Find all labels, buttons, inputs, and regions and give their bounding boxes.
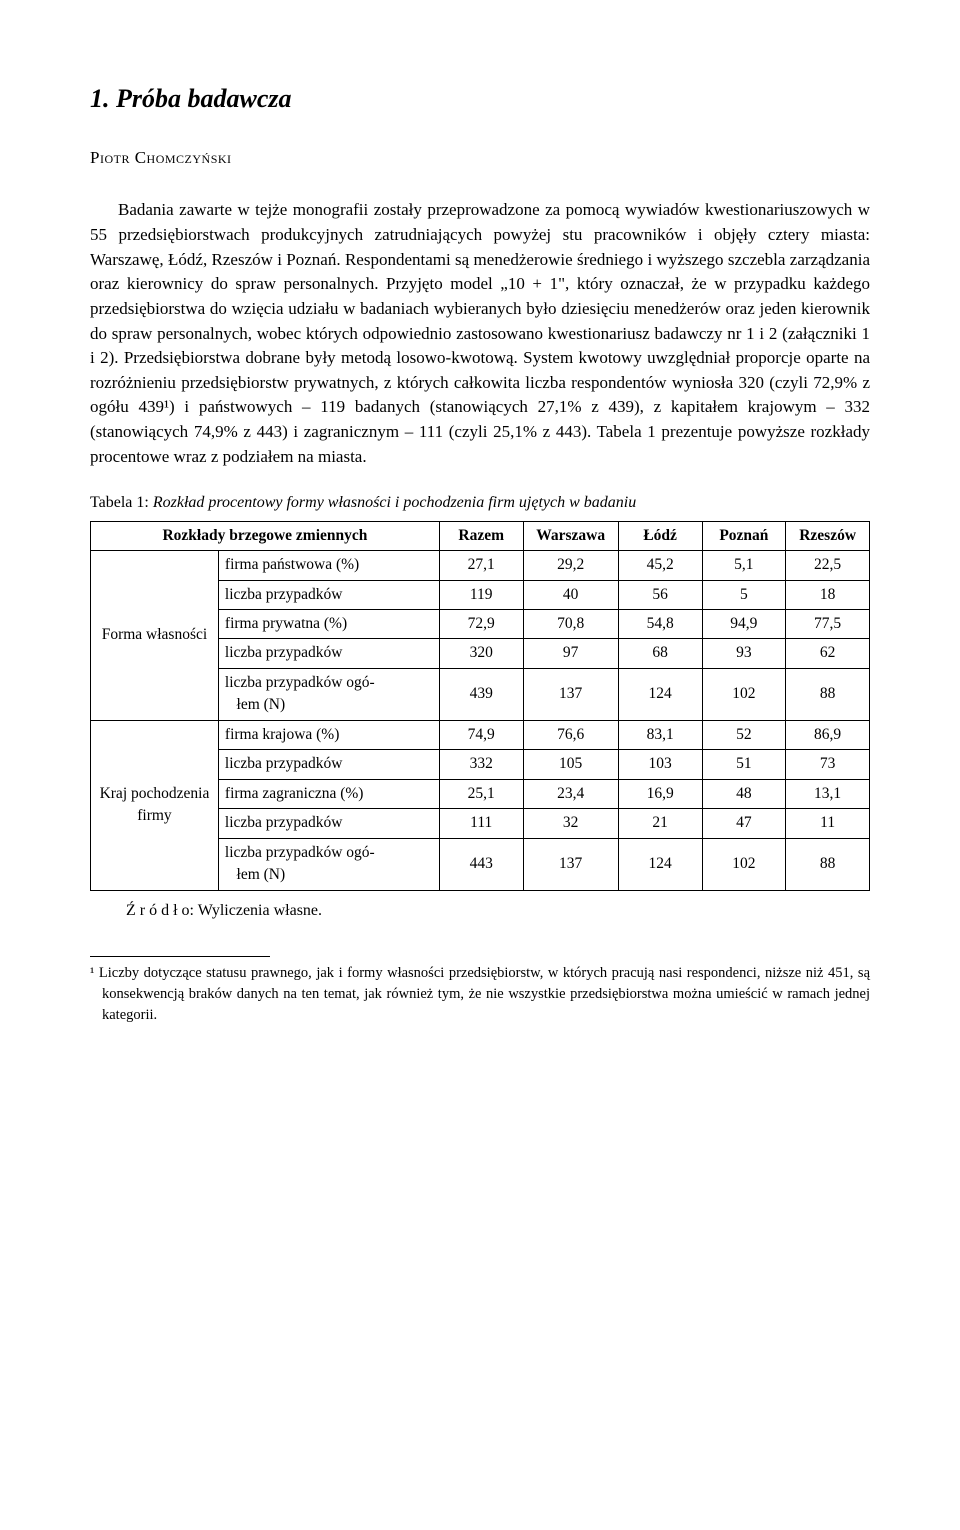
table-cell: 23,4 [523, 779, 618, 808]
table-cell: 76,6 [523, 720, 618, 749]
table-cell: 83,1 [618, 720, 702, 749]
variable-name: liczba przypadków [218, 639, 439, 668]
table-source: Ź r ó d ł o: Wyliczenia własne. [126, 899, 870, 922]
table-cell: 93 [702, 639, 786, 668]
table-cell: 51 [702, 750, 786, 779]
table-caption-body: Rozkład procentowy formy własności i poc… [153, 494, 636, 511]
body-paragraph: Badania zawarte w tejże monografii zosta… [90, 198, 870, 469]
variable-name: firma państwowa (%) [218, 551, 439, 580]
header-warszawa: Warszawa [523, 521, 618, 550]
variable-name: liczba przypadków [218, 809, 439, 838]
table-cell: 439 [439, 668, 523, 720]
table-cell: 21 [618, 809, 702, 838]
table-cell: 119 [439, 580, 523, 609]
table-cell: 5,1 [702, 551, 786, 580]
header-lodz: Łódź [618, 521, 702, 550]
variable-name: firma krajowa (%) [218, 720, 439, 749]
table-cell: 22,5 [786, 551, 870, 580]
table-row: Kraj pochodzenia firmyfirma krajowa (%)7… [91, 720, 870, 749]
table-cell: 40 [523, 580, 618, 609]
data-table: Rozkłady brzegowe zmiennych Razem Warsza… [90, 521, 870, 891]
table-cell: 102 [702, 838, 786, 890]
table-cell: 94,9 [702, 609, 786, 638]
table-cell: 103 [618, 750, 702, 779]
table-cell: 72,9 [439, 609, 523, 638]
table-cell: 320 [439, 639, 523, 668]
table-cell: 25,1 [439, 779, 523, 808]
footnote-rule [90, 956, 270, 957]
table-cell: 137 [523, 838, 618, 890]
table-cell: 124 [618, 838, 702, 890]
table-caption: Tabela 1: Rozkład procentowy formy własn… [90, 491, 870, 514]
table-row: Forma własnościfirma państwowa (%)27,129… [91, 551, 870, 580]
table-cell: 52 [702, 720, 786, 749]
table-cell: 47 [702, 809, 786, 838]
header-rzeszow: Rzeszów [786, 521, 870, 550]
variable-name: liczba przypadków ogó- łem (N) [218, 838, 439, 890]
variable-name: firma prywatna (%) [218, 609, 439, 638]
table-cell: 68 [618, 639, 702, 668]
table-cell: 86,9 [786, 720, 870, 749]
variable-name: liczba przypadków ogó- łem (N) [218, 668, 439, 720]
table-cell: 62 [786, 639, 870, 668]
table-cell: 54,8 [618, 609, 702, 638]
header-poznan: Poznań [702, 521, 786, 550]
table-cell: 11 [786, 809, 870, 838]
table-cell: 29,2 [523, 551, 618, 580]
table-cell: 111 [439, 809, 523, 838]
table-cell: 105 [523, 750, 618, 779]
table-header-row: Rozkłady brzegowe zmiennych Razem Warsza… [91, 521, 870, 550]
header-razem: Razem [439, 521, 523, 550]
section-title: 1. Próba badawcza [90, 80, 870, 118]
table-cell: 88 [786, 838, 870, 890]
footnote-text: ¹ Liczby dotyczące statusu prawnego, jak… [90, 963, 870, 1026]
table-cell: 124 [618, 668, 702, 720]
table-cell: 73 [786, 750, 870, 779]
table-cell: 102 [702, 668, 786, 720]
table-cell: 18 [786, 580, 870, 609]
table-cell: 97 [523, 639, 618, 668]
table-cell: 48 [702, 779, 786, 808]
header-rozklady: Rozkłady brzegowe zmiennych [91, 521, 440, 550]
table-caption-head: Tabela 1: [90, 494, 153, 511]
author-name: Piotr Chomczyński [90, 146, 870, 171]
table-cell: 16,9 [618, 779, 702, 808]
group-label: Forma własności [91, 551, 219, 721]
table-cell: 74,9 [439, 720, 523, 749]
variable-name: firma zagraniczna (%) [218, 779, 439, 808]
table-cell: 32 [523, 809, 618, 838]
table-cell: 137 [523, 668, 618, 720]
table-cell: 88 [786, 668, 870, 720]
table-cell: 13,1 [786, 779, 870, 808]
table-cell: 5 [702, 580, 786, 609]
table-cell: 56 [618, 580, 702, 609]
table-cell: 70,8 [523, 609, 618, 638]
table-cell: 443 [439, 838, 523, 890]
variable-name: liczba przypadków [218, 750, 439, 779]
table-cell: 27,1 [439, 551, 523, 580]
variable-name: liczba przypadków [218, 580, 439, 609]
table-cell: 77,5 [786, 609, 870, 638]
group-label: Kraj pochodzenia firmy [91, 720, 219, 890]
table-cell: 332 [439, 750, 523, 779]
table-cell: 45,2 [618, 551, 702, 580]
